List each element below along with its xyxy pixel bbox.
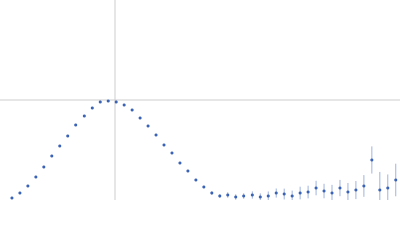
data-point	[50, 154, 54, 158]
data-point	[346, 190, 350, 194]
data-point	[226, 193, 230, 197]
data-point	[26, 184, 30, 188]
data-point	[74, 123, 78, 127]
data-point	[170, 151, 174, 155]
data-point	[234, 195, 238, 199]
data-point	[178, 161, 182, 165]
data-point	[282, 192, 286, 196]
data-point	[146, 124, 150, 128]
data-point	[66, 134, 70, 138]
data-point	[98, 100, 102, 104]
data-point	[290, 194, 294, 198]
data-point	[34, 175, 38, 179]
data-point	[330, 191, 334, 195]
data-point	[314, 186, 318, 190]
data-point	[186, 169, 190, 173]
data-point	[210, 191, 214, 195]
data-point	[154, 133, 158, 137]
data-point	[162, 143, 166, 147]
data-point	[258, 195, 262, 199]
data-point	[378, 188, 382, 192]
data-point	[58, 144, 62, 148]
data-point	[82, 114, 86, 118]
data-point	[338, 186, 342, 190]
data-point	[138, 116, 142, 120]
data-point	[298, 191, 302, 195]
data-point	[42, 165, 46, 169]
chart	[0, 0, 400, 200]
data-point	[322, 189, 326, 193]
data-point	[370, 158, 374, 162]
data-point	[122, 103, 126, 107]
data-point	[394, 178, 398, 182]
data-point	[250, 193, 254, 197]
data-point	[194, 178, 198, 182]
data-point	[18, 191, 22, 195]
data-point	[306, 190, 310, 194]
data-point	[354, 188, 358, 192]
data-point	[218, 194, 222, 198]
data-point	[130, 108, 134, 112]
data-point	[106, 99, 110, 103]
data-point	[362, 184, 366, 188]
data-point	[386, 186, 390, 190]
data-point	[202, 185, 206, 189]
data-point	[266, 194, 270, 198]
data-point	[114, 100, 118, 104]
data-point	[242, 194, 246, 198]
data-point	[274, 191, 278, 195]
data-point	[90, 106, 94, 110]
data-point	[10, 196, 14, 200]
